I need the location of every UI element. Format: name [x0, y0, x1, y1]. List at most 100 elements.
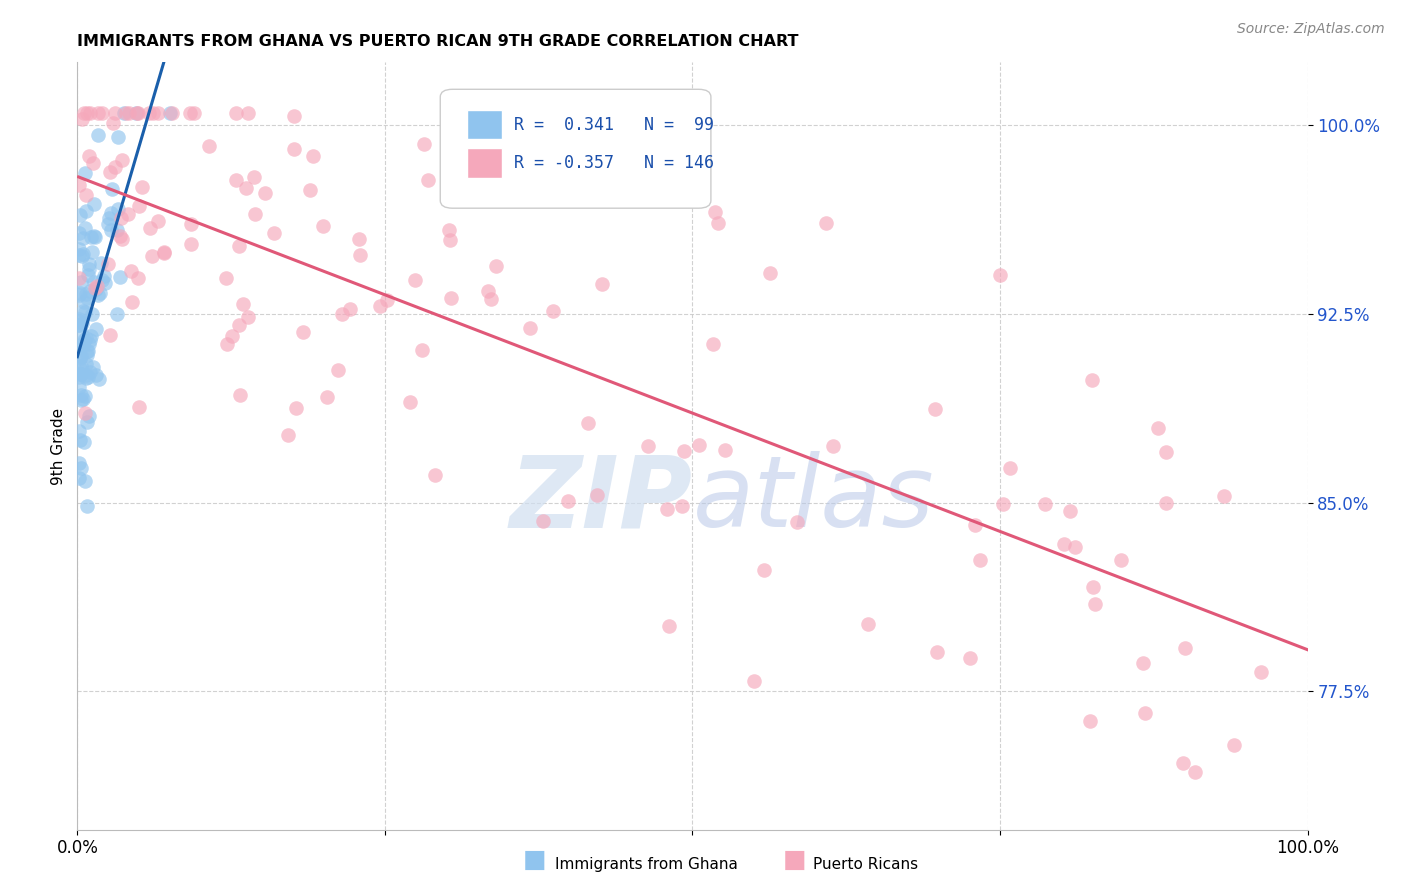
Point [75, 406, 97, 420]
Point [67, 424, 90, 438]
Point [72, 336, 94, 351]
Point [110, 211, 132, 225]
Point [585, 488, 607, 502]
Text: ZIP: ZIP [509, 451, 693, 549]
Point [117, 207, 139, 221]
Point [84, 368, 107, 383]
Point [86, 278, 108, 293]
Point [153, 244, 176, 259]
Point [79, 262, 101, 277]
Text: Immigrants from Ghana: Immigrants from Ghana [555, 857, 738, 872]
Point [485, 260, 508, 274]
Point [368, 299, 391, 313]
Point [87, 287, 110, 301]
Point [79, 365, 101, 379]
Point [77, 337, 100, 351]
Point [82, 308, 104, 322]
Point [69, 359, 91, 373]
Point [759, 266, 782, 280]
Point [411, 343, 433, 358]
Point [125, 105, 148, 120]
Point [67, 248, 90, 262]
Bar [467, 110, 502, 139]
Text: Source: ZipAtlas.com: Source: ZipAtlas.com [1237, 22, 1385, 37]
Point [70, 112, 93, 126]
Point [79, 334, 101, 348]
Point [87, 105, 110, 120]
Point [217, 337, 239, 351]
Point [73, 221, 96, 235]
Point [69, 208, 91, 222]
Point [146, 214, 169, 228]
Point [70, 392, 93, 407]
Point [1222, 738, 1244, 752]
Point [101, 182, 124, 196]
Point [104, 160, 127, 174]
Point [425, 468, 447, 483]
Point [235, 180, 257, 194]
Point [67, 178, 90, 192]
Point [70, 337, 93, 351]
Point [89, 286, 111, 301]
Point [112, 105, 135, 120]
Point [283, 142, 305, 156]
Point [959, 651, 981, 665]
Point [1064, 541, 1087, 555]
Point [347, 232, 370, 246]
Point [67, 366, 90, 380]
Point [519, 320, 541, 334]
Point [98, 211, 121, 225]
Text: Puerto Ricans: Puerto Ricans [813, 857, 918, 872]
Text: ■: ■ [523, 848, 546, 872]
Text: ■: ■ [783, 848, 806, 872]
Point [83, 275, 105, 289]
Point [67, 369, 90, 384]
Point [1033, 497, 1056, 511]
Point [138, 105, 160, 120]
Point [702, 337, 724, 351]
Point [1250, 665, 1272, 680]
Point [83, 228, 105, 243]
Point [479, 292, 502, 306]
Point [100, 206, 122, 220]
Point [416, 172, 439, 186]
Point [1080, 374, 1102, 388]
Point [183, 105, 205, 120]
Point [127, 105, 149, 120]
Point [67, 287, 90, 301]
Point [221, 329, 243, 343]
Point [77, 409, 100, 423]
Point [671, 499, 693, 513]
Point [76, 348, 98, 362]
Point [96, 217, 118, 231]
Point [104, 105, 127, 120]
Point [70, 461, 93, 475]
Point [704, 205, 727, 219]
Point [111, 153, 134, 168]
Point [73, 105, 96, 120]
Point [75, 357, 97, 371]
Point [232, 297, 254, 311]
Point [120, 264, 142, 278]
Point [1059, 504, 1081, 518]
Point [658, 619, 681, 633]
Point [73, 294, 96, 309]
Point [67, 456, 90, 470]
Point [969, 552, 991, 566]
Point [439, 233, 461, 247]
Point [180, 236, 202, 251]
Point [1080, 714, 1102, 729]
Point [83, 197, 105, 211]
Point [1156, 496, 1178, 510]
Point [105, 307, 128, 321]
Point [110, 229, 132, 244]
Point [115, 105, 138, 120]
Point [138, 221, 160, 235]
Point [1081, 580, 1104, 594]
Point [243, 207, 266, 221]
Point [70, 349, 93, 363]
Point [72, 246, 94, 260]
Point [73, 475, 96, 489]
Point [349, 247, 371, 261]
Point [97, 257, 120, 271]
